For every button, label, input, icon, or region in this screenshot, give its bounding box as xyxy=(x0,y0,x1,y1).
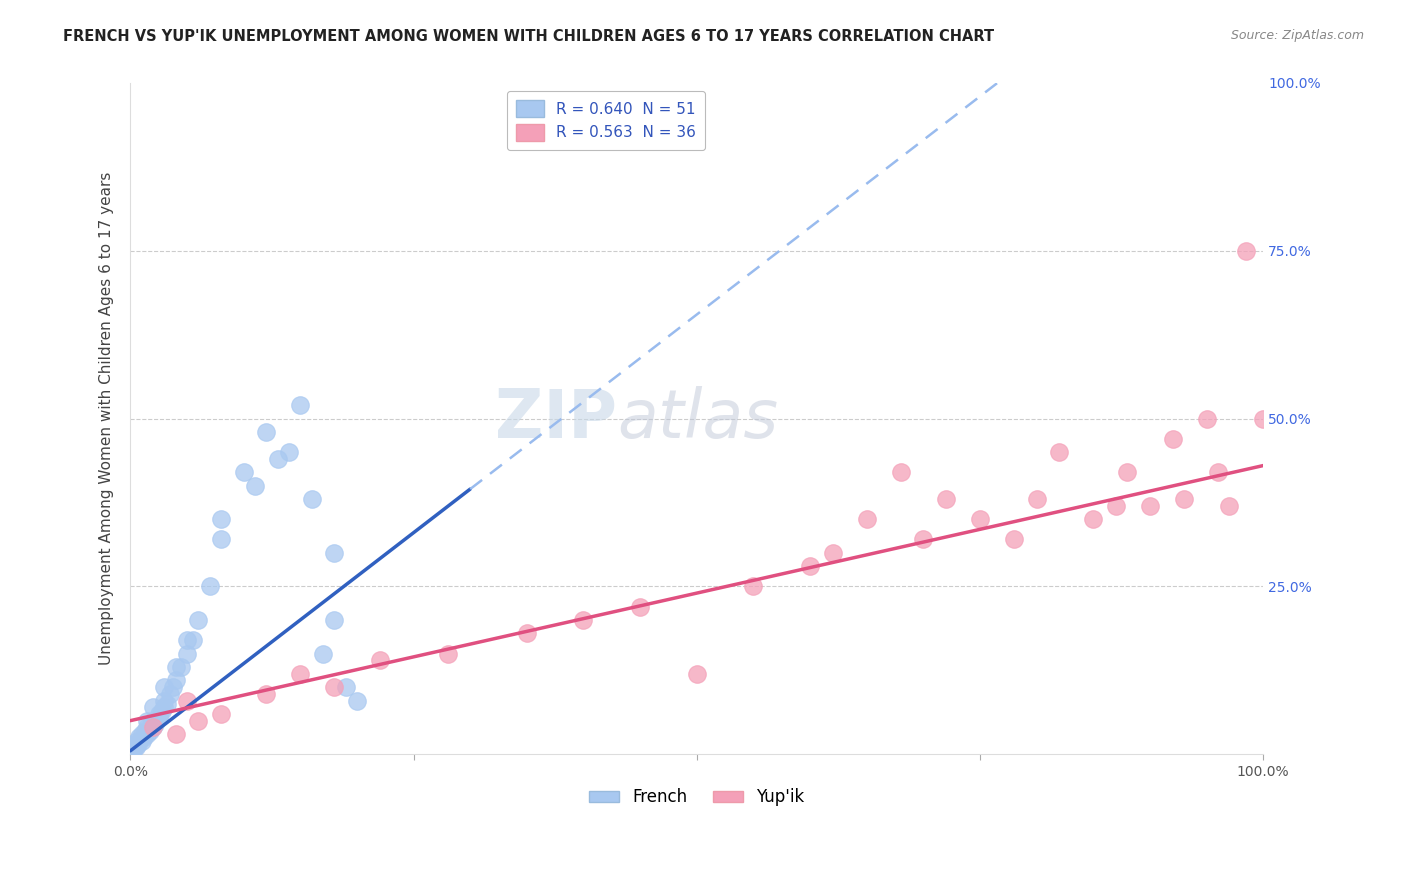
Point xyxy=(290,398,312,412)
Point xyxy=(127,737,149,751)
Point xyxy=(1139,499,1161,513)
Point xyxy=(1206,465,1229,479)
Point xyxy=(368,653,391,667)
Point xyxy=(162,680,184,694)
Text: atlas: atlas xyxy=(617,385,779,451)
Point xyxy=(1116,465,1139,479)
Point xyxy=(153,693,176,707)
Point xyxy=(165,660,187,674)
Point xyxy=(148,710,170,724)
Point xyxy=(912,533,935,547)
Point xyxy=(572,613,595,627)
Point xyxy=(1161,432,1184,446)
Point xyxy=(122,740,145,755)
Point xyxy=(436,647,458,661)
Point xyxy=(142,720,165,734)
Point xyxy=(121,744,143,758)
Point xyxy=(312,647,335,661)
Point xyxy=(209,533,232,547)
Point xyxy=(209,706,232,721)
Point xyxy=(134,723,156,738)
Point xyxy=(686,666,709,681)
Point xyxy=(148,706,170,721)
Point xyxy=(128,731,150,745)
Point xyxy=(855,512,877,526)
Point xyxy=(278,445,301,459)
Point xyxy=(143,717,166,731)
Point xyxy=(150,704,173,718)
Point xyxy=(243,479,266,493)
Point xyxy=(1083,512,1105,526)
Point xyxy=(132,731,155,745)
Point xyxy=(165,673,187,688)
Point xyxy=(1025,492,1047,507)
Point xyxy=(346,693,368,707)
Point xyxy=(935,492,957,507)
Point xyxy=(165,727,187,741)
Point xyxy=(1251,411,1274,425)
Point xyxy=(323,680,346,694)
Point xyxy=(254,687,277,701)
Point xyxy=(181,633,204,648)
Point xyxy=(1173,492,1195,507)
Point xyxy=(198,579,221,593)
Legend: French, Yup'ik: French, Yup'ik xyxy=(582,781,811,813)
Point xyxy=(125,740,148,755)
Point xyxy=(1105,499,1128,513)
Point xyxy=(176,633,198,648)
Text: FRENCH VS YUP'IK UNEMPLOYMENT AMONG WOMEN WITH CHILDREN AGES 6 TO 17 YEARS CORRE: FRENCH VS YUP'IK UNEMPLOYMENT AMONG WOME… xyxy=(63,29,994,44)
Point xyxy=(187,714,209,728)
Point xyxy=(142,700,165,714)
Point xyxy=(1002,533,1025,547)
Point xyxy=(136,720,159,734)
Point xyxy=(821,546,844,560)
Text: Source: ZipAtlas.com: Source: ZipAtlas.com xyxy=(1230,29,1364,42)
Point xyxy=(1234,244,1257,258)
Point xyxy=(742,579,765,593)
Point xyxy=(335,680,357,694)
Point xyxy=(1218,499,1240,513)
Point xyxy=(138,723,160,738)
Point xyxy=(516,626,538,640)
Point xyxy=(232,465,254,479)
Point xyxy=(127,733,149,747)
Point xyxy=(890,465,912,479)
Point xyxy=(323,613,346,627)
Point xyxy=(131,733,153,747)
Point xyxy=(124,737,146,751)
Text: ZIP: ZIP xyxy=(495,385,617,451)
Point xyxy=(170,660,193,674)
Point xyxy=(136,714,159,728)
Point xyxy=(187,613,209,627)
Point xyxy=(155,697,177,711)
Point xyxy=(799,559,821,574)
Point xyxy=(301,492,323,507)
Point xyxy=(153,700,176,714)
Point xyxy=(1195,411,1218,425)
Point xyxy=(209,512,232,526)
Point xyxy=(254,425,277,439)
Point xyxy=(176,693,198,707)
Point xyxy=(142,714,165,728)
Point xyxy=(290,666,312,681)
Point xyxy=(323,546,346,560)
Point xyxy=(969,512,991,526)
Point xyxy=(176,647,198,661)
Point xyxy=(159,687,181,701)
Point xyxy=(131,727,153,741)
Point xyxy=(153,680,176,694)
Point xyxy=(628,599,651,614)
Point xyxy=(1047,445,1070,459)
Point xyxy=(136,727,159,741)
Y-axis label: Unemployment Among Women with Children Ages 6 to 17 years: Unemployment Among Women with Children A… xyxy=(100,172,114,665)
Point xyxy=(142,720,165,734)
Point xyxy=(139,717,162,731)
Point xyxy=(266,451,288,466)
